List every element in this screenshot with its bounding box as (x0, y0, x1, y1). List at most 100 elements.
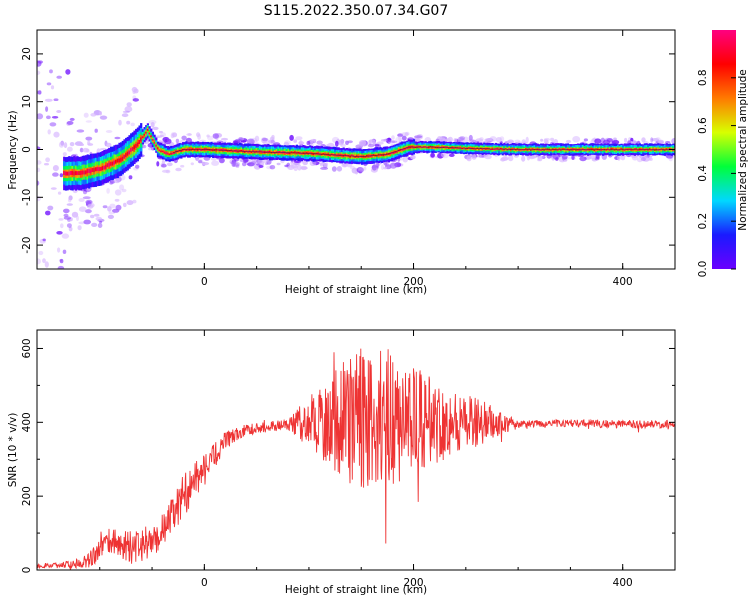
spectrogram-cell (125, 153, 128, 158)
spectrogram-speckle (265, 162, 269, 166)
spectrogram-cell (595, 148, 598, 152)
colorbar: 0.0 0.2 0.4 0.6 0.8 Normalized spectral ampl… (697, 30, 749, 277)
spectrogram-cell (540, 149, 543, 151)
spectrogram-cell (240, 149, 243, 152)
spectrogram-speckle (479, 137, 484, 142)
spectrogram-speckle (551, 154, 556, 161)
spectrogram-cell (617, 147, 620, 151)
spectrogram-speckle (391, 140, 398, 144)
spectrogram-cell (444, 146, 447, 150)
spectrogram-speckle (624, 137, 628, 143)
spectrogram-cell (657, 147, 660, 151)
spectrogram-cell (416, 145, 419, 148)
spectrogram-speckle (529, 154, 537, 159)
spectrogram-speckle (44, 163, 49, 166)
spectrogram-speckle (206, 134, 210, 138)
spectrogram-cell (546, 148, 549, 152)
spectrogram-speckle (320, 166, 329, 170)
spectrogram-speckle (650, 137, 654, 143)
spectrogram-cell (366, 154, 369, 157)
spectrogram-speckle (57, 191, 62, 195)
spectrogram-cell (628, 148, 631, 150)
spectrogram-speckle (466, 155, 472, 162)
spectrogram-cell (94, 167, 98, 172)
spectrogram-cell (274, 152, 277, 154)
spectrogram-cell (479, 147, 482, 151)
spectrogram-cell (663, 149, 667, 151)
spectrogram-speckle (665, 141, 671, 144)
spectrogram-cell (279, 151, 282, 153)
spectrogram-speckle (99, 147, 107, 151)
spectrogram-cell (322, 152, 325, 155)
spectrogram-speckle (637, 157, 643, 163)
spectrogram-cell (344, 154, 347, 156)
spectrogram-speckle (42, 238, 46, 242)
spectrogram-speckle (201, 162, 210, 166)
spectrogram-speckle (83, 190, 87, 195)
spectrogram-speckle (37, 160, 42, 165)
spectrogram-speckle (160, 132, 166, 138)
spectrogram-speckle (68, 226, 73, 232)
spectrogram-speckle (99, 220, 103, 224)
spectrogram-speckle (242, 161, 247, 167)
spectrogram-speckle (595, 155, 600, 159)
spectrogram-cell (335, 154, 339, 157)
spectrogram-speckle (87, 143, 94, 146)
spectrogram-speckle (567, 157, 572, 160)
spectrogram-speckle (175, 167, 182, 172)
spectrogram-speckle (389, 162, 398, 169)
spectrogram-cell (598, 147, 601, 151)
spectrogram-speckle (414, 135, 423, 139)
spectrogram-cell (648, 148, 652, 152)
spectrogram-cell (180, 150, 183, 152)
spectrogram-cell (446, 146, 449, 148)
spectrogram-speckle (212, 133, 219, 139)
spectrogram-speckle (37, 258, 41, 265)
spectrogram-speckle (594, 138, 602, 144)
spectrogram-speckle (270, 139, 275, 145)
spectrogram-marks (37, 60, 675, 269)
spectrogram-speckle (459, 136, 466, 140)
spectrogram-speckle (85, 199, 93, 205)
spectrogram-cell (417, 145, 421, 148)
spectrogram-cell (165, 152, 168, 154)
spectrogram-cell (300, 152, 303, 155)
spectrogram-speckle (66, 223, 72, 228)
spectrogram-speckle (529, 141, 534, 145)
spectrogram-speckle (107, 214, 114, 219)
spectrogram-cell (513, 148, 516, 150)
colorbar-tick-label: 0.8 (697, 69, 709, 86)
colorbar-tick-label: 0.4 (697, 165, 709, 182)
spectrogram-cell (78, 171, 81, 176)
spectrogram-speckle (561, 154, 565, 161)
snr-series-line (37, 348, 675, 570)
spectrogram-speckle (565, 139, 572, 144)
spectrogram-speckle (306, 140, 311, 146)
spectrogram-cell (354, 153, 357, 158)
spectrogram-cell (123, 154, 126, 159)
spectrogram-cell (499, 148, 503, 150)
spectrogram-panel: 0 200 400 -20 -10 0 10 20 Height of straight li… (7, 29, 676, 296)
spectrogram-cell (613, 147, 616, 151)
snr-marks (37, 348, 675, 570)
spectrogram-cell (504, 148, 508, 150)
spectrogram-cell (110, 161, 113, 166)
spectrogram-cell (429, 145, 432, 148)
spectrogram-speckle (118, 119, 122, 126)
spectrogram-speckle (668, 155, 674, 162)
spectrogram-speckle (658, 139, 665, 145)
spectrogram-speckle (458, 138, 465, 141)
spectrogram-cell (635, 148, 638, 150)
spectrogram-speckle (71, 211, 79, 218)
spectrogram-cell (93, 168, 96, 173)
spectrogram-cell (133, 145, 136, 150)
spectrogram-speckle (161, 163, 167, 168)
spectrogram-speckle (52, 165, 59, 172)
x-tick-label: 400 (613, 577, 633, 589)
spectrogram-speckle (91, 222, 98, 227)
spectrogram-speckle (63, 216, 72, 220)
spectrogram-speckle (430, 152, 435, 158)
spectrogram-speckle (114, 198, 120, 202)
spectrogram-speckle (579, 156, 587, 162)
spectrogram-cell (138, 140, 141, 144)
